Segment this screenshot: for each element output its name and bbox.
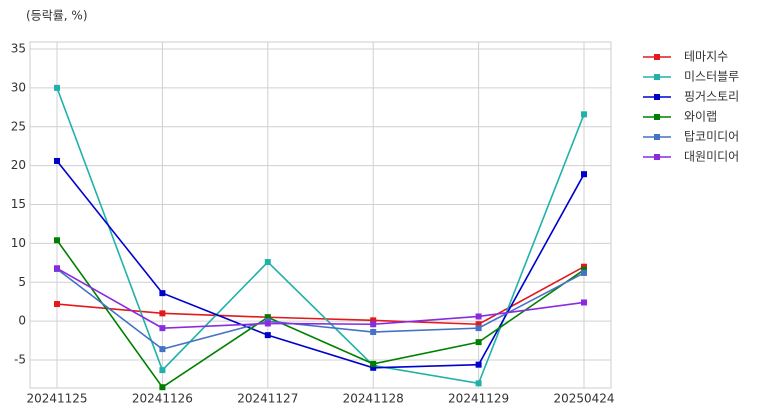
point-marker — [264, 259, 271, 266]
legend-label: 대원미디어 — [684, 150, 739, 164]
point-marker — [475, 361, 482, 368]
legend-label: 와이랩 — [684, 110, 717, 124]
x-tick-label: 20250424 — [553, 392, 614, 406]
point-marker — [370, 364, 377, 371]
point-marker — [54, 265, 60, 272]
point-marker — [475, 321, 482, 328]
legend-swatch-marker — [654, 114, 660, 120]
point-marker — [54, 157, 60, 164]
point-marker — [264, 314, 271, 321]
y-tick-label: 15 — [11, 197, 26, 211]
point-marker — [54, 237, 60, 244]
y-tick-label: 5 — [18, 275, 26, 289]
point-marker — [475, 339, 482, 346]
series-line — [56, 87, 585, 385]
plot-frame — [29, 41, 612, 389]
series-line — [56, 268, 585, 350]
point-marker — [159, 346, 166, 353]
point-marker — [54, 301, 60, 308]
series-line — [56, 267, 585, 329]
point-marker — [264, 320, 271, 327]
y-tick-label: 25 — [11, 119, 26, 133]
point-marker — [264, 332, 271, 339]
point-marker — [475, 313, 482, 320]
point-marker — [581, 269, 587, 276]
y-tick-label: 35 — [11, 41, 26, 55]
legend-label: 테마지수 — [684, 50, 728, 64]
x-tick-label: 20241126 — [132, 392, 193, 406]
point-marker — [581, 263, 587, 270]
y-tick-label: -5 — [14, 353, 26, 367]
y-tick-label: 10 — [11, 236, 26, 250]
point-marker — [581, 299, 587, 306]
y-tick-label: 20 — [11, 158, 26, 172]
point-marker — [581, 266, 587, 273]
x-tick-label: 20241129 — [448, 392, 509, 406]
point-marker — [370, 329, 377, 336]
series-line — [56, 160, 585, 369]
chart-subtitle: (등락률, %) — [26, 9, 88, 23]
point-marker — [159, 384, 166, 391]
point-marker — [370, 360, 377, 367]
point-marker — [581, 111, 587, 118]
legend-swatch-marker — [654, 94, 660, 100]
point-marker — [159, 310, 166, 317]
point-marker — [475, 380, 482, 387]
series-line — [56, 239, 585, 389]
legend-label: 핑거스토리 — [684, 90, 739, 104]
point-marker — [475, 325, 482, 332]
legend-swatch-marker — [654, 134, 660, 140]
point-marker — [370, 321, 377, 328]
point-marker — [54, 84, 60, 91]
point-marker — [159, 290, 166, 297]
legend-swatch-marker — [654, 54, 660, 60]
point-marker — [581, 171, 587, 178]
legend-swatch-marker — [654, 74, 660, 80]
point-marker — [159, 367, 166, 374]
legend-label: 미스터블루 — [684, 70, 739, 84]
y-tick-label: 0 — [18, 314, 26, 328]
legend-swatch-marker — [654, 154, 660, 160]
x-tick-label: 20241125 — [26, 392, 87, 406]
legend-label: 탑코미디어 — [684, 130, 739, 144]
x-tick-label: 20241128 — [343, 392, 404, 406]
y-tick-label: 30 — [11, 80, 26, 94]
point-marker — [370, 317, 377, 324]
x-tick-label: 20241127 — [237, 392, 298, 406]
point-marker — [159, 325, 166, 332]
